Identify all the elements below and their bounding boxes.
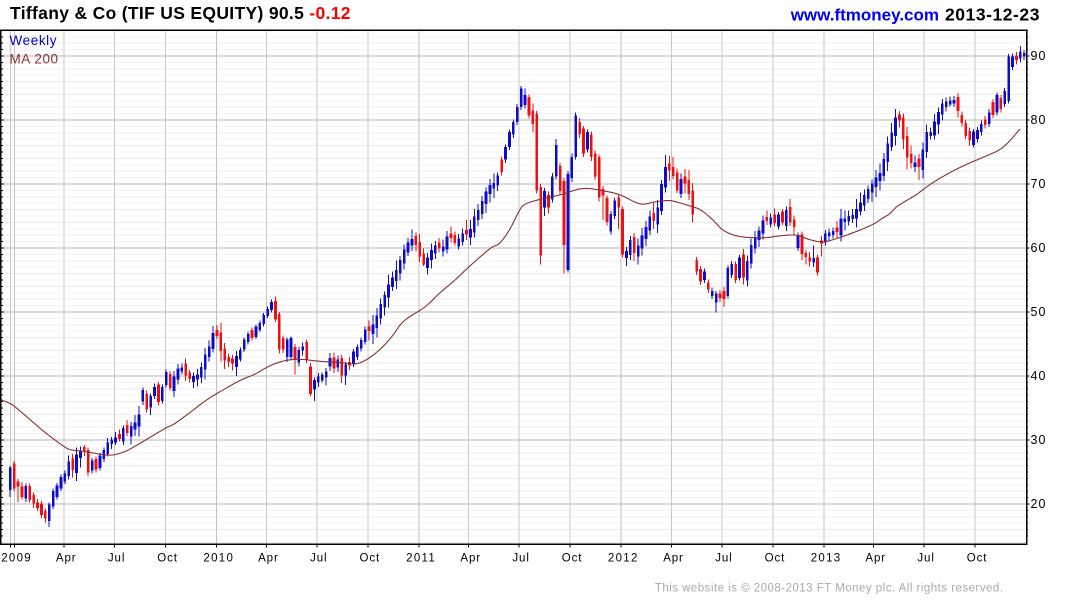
svg-text:Oct: Oct (157, 553, 178, 565)
svg-text:2011: 2011 (406, 553, 436, 565)
svg-text:40: 40 (1031, 369, 1047, 383)
svg-text:Jul: Jul (512, 553, 529, 565)
svg-text:Jul: Jul (108, 553, 125, 565)
svg-text:Apr: Apr (258, 553, 279, 565)
svg-text:This website is © 2008-2013 FT: This website is © 2008-2013 FT Money plc… (655, 582, 1004, 594)
svg-text:www.ftmoney.com: www.ftmoney.com (790, 6, 939, 25)
svg-text:Jul: Jul (715, 553, 732, 565)
svg-text:50: 50 (1031, 305, 1047, 319)
svg-text:Apr: Apr (56, 553, 77, 565)
svg-text:70: 70 (1031, 177, 1047, 191)
svg-text:90: 90 (1031, 49, 1047, 63)
svg-text:2013-12-23: 2013-12-23 (945, 5, 1040, 25)
svg-text:2013: 2013 (811, 553, 842, 565)
svg-text:Oct: Oct (360, 553, 381, 565)
svg-text:Oct: Oct (967, 553, 988, 565)
svg-text:Oct: Oct (562, 553, 583, 565)
svg-text:Apr: Apr (865, 553, 886, 565)
svg-text:Oct: Oct (765, 553, 786, 565)
svg-text:MA 200: MA 200 (10, 52, 59, 67)
svg-text:60: 60 (1031, 241, 1047, 255)
svg-text:80: 80 (1031, 113, 1047, 127)
svg-text:30: 30 (1031, 433, 1047, 447)
svg-text:Apr: Apr (460, 553, 481, 565)
svg-text:Jul: Jul (917, 553, 934, 565)
svg-text:Weekly: Weekly (10, 33, 58, 48)
svg-text:20: 20 (1031, 497, 1047, 511)
svg-text:Tiffany & Co (TIF US EQUITY) 9: Tiffany & Co (TIF US EQUITY) 90.5 -0.12 (10, 3, 351, 23)
svg-text:2010: 2010 (203, 553, 234, 565)
svg-text:2012: 2012 (608, 553, 639, 565)
svg-text:Jul: Jul (310, 553, 327, 565)
svg-text:2009: 2009 (1, 553, 32, 565)
svg-text:Apr: Apr (663, 553, 684, 565)
